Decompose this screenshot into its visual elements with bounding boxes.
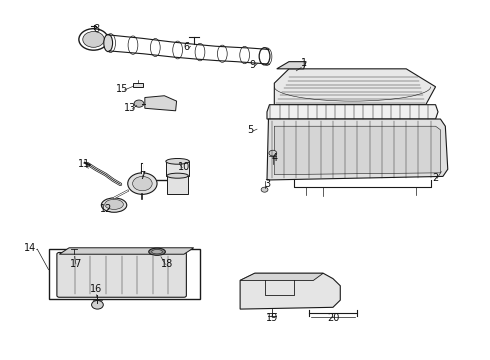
Text: 11: 11	[77, 159, 90, 169]
Text: 12: 12	[99, 204, 112, 214]
Text: 19: 19	[266, 313, 278, 323]
Text: 9: 9	[249, 60, 255, 70]
Bar	[167, 176, 188, 194]
Polygon shape	[277, 62, 306, 69]
Text: 18: 18	[161, 259, 173, 269]
Circle shape	[269, 150, 277, 156]
Ellipse shape	[166, 158, 189, 164]
Polygon shape	[240, 273, 323, 280]
Text: 6: 6	[183, 42, 190, 52]
Bar	[133, 83, 144, 87]
Polygon shape	[267, 119, 448, 180]
Circle shape	[134, 100, 144, 107]
Text: 10: 10	[178, 162, 190, 172]
Text: 1: 1	[300, 58, 307, 68]
Circle shape	[261, 187, 268, 192]
Ellipse shape	[104, 35, 113, 51]
Text: 17: 17	[70, 259, 83, 269]
Text: 13: 13	[124, 103, 136, 113]
Text: 8: 8	[93, 24, 99, 35]
Text: 3: 3	[264, 179, 270, 189]
Text: 15: 15	[116, 84, 128, 94]
Ellipse shape	[149, 248, 165, 255]
Bar	[166, 161, 189, 176]
Circle shape	[128, 173, 157, 194]
Text: 14: 14	[24, 243, 36, 253]
Ellipse shape	[105, 199, 123, 210]
Circle shape	[92, 301, 103, 309]
Polygon shape	[274, 126, 441, 175]
Ellipse shape	[259, 48, 270, 65]
Text: 7: 7	[139, 171, 146, 181]
Circle shape	[83, 32, 104, 47]
Polygon shape	[145, 96, 176, 111]
Ellipse shape	[101, 198, 127, 212]
FancyBboxPatch shape	[57, 252, 186, 297]
Polygon shape	[274, 69, 436, 105]
Circle shape	[133, 176, 152, 191]
Text: 5: 5	[247, 125, 253, 135]
Circle shape	[79, 29, 108, 50]
Polygon shape	[59, 248, 194, 254]
Bar	[49, 249, 200, 299]
Text: 4: 4	[271, 153, 277, 163]
Text: 16: 16	[90, 284, 102, 294]
Polygon shape	[267, 105, 438, 119]
Ellipse shape	[167, 173, 188, 178]
Text: 2: 2	[433, 173, 439, 183]
Ellipse shape	[152, 249, 162, 254]
Polygon shape	[240, 273, 340, 309]
Text: 20: 20	[327, 313, 339, 323]
